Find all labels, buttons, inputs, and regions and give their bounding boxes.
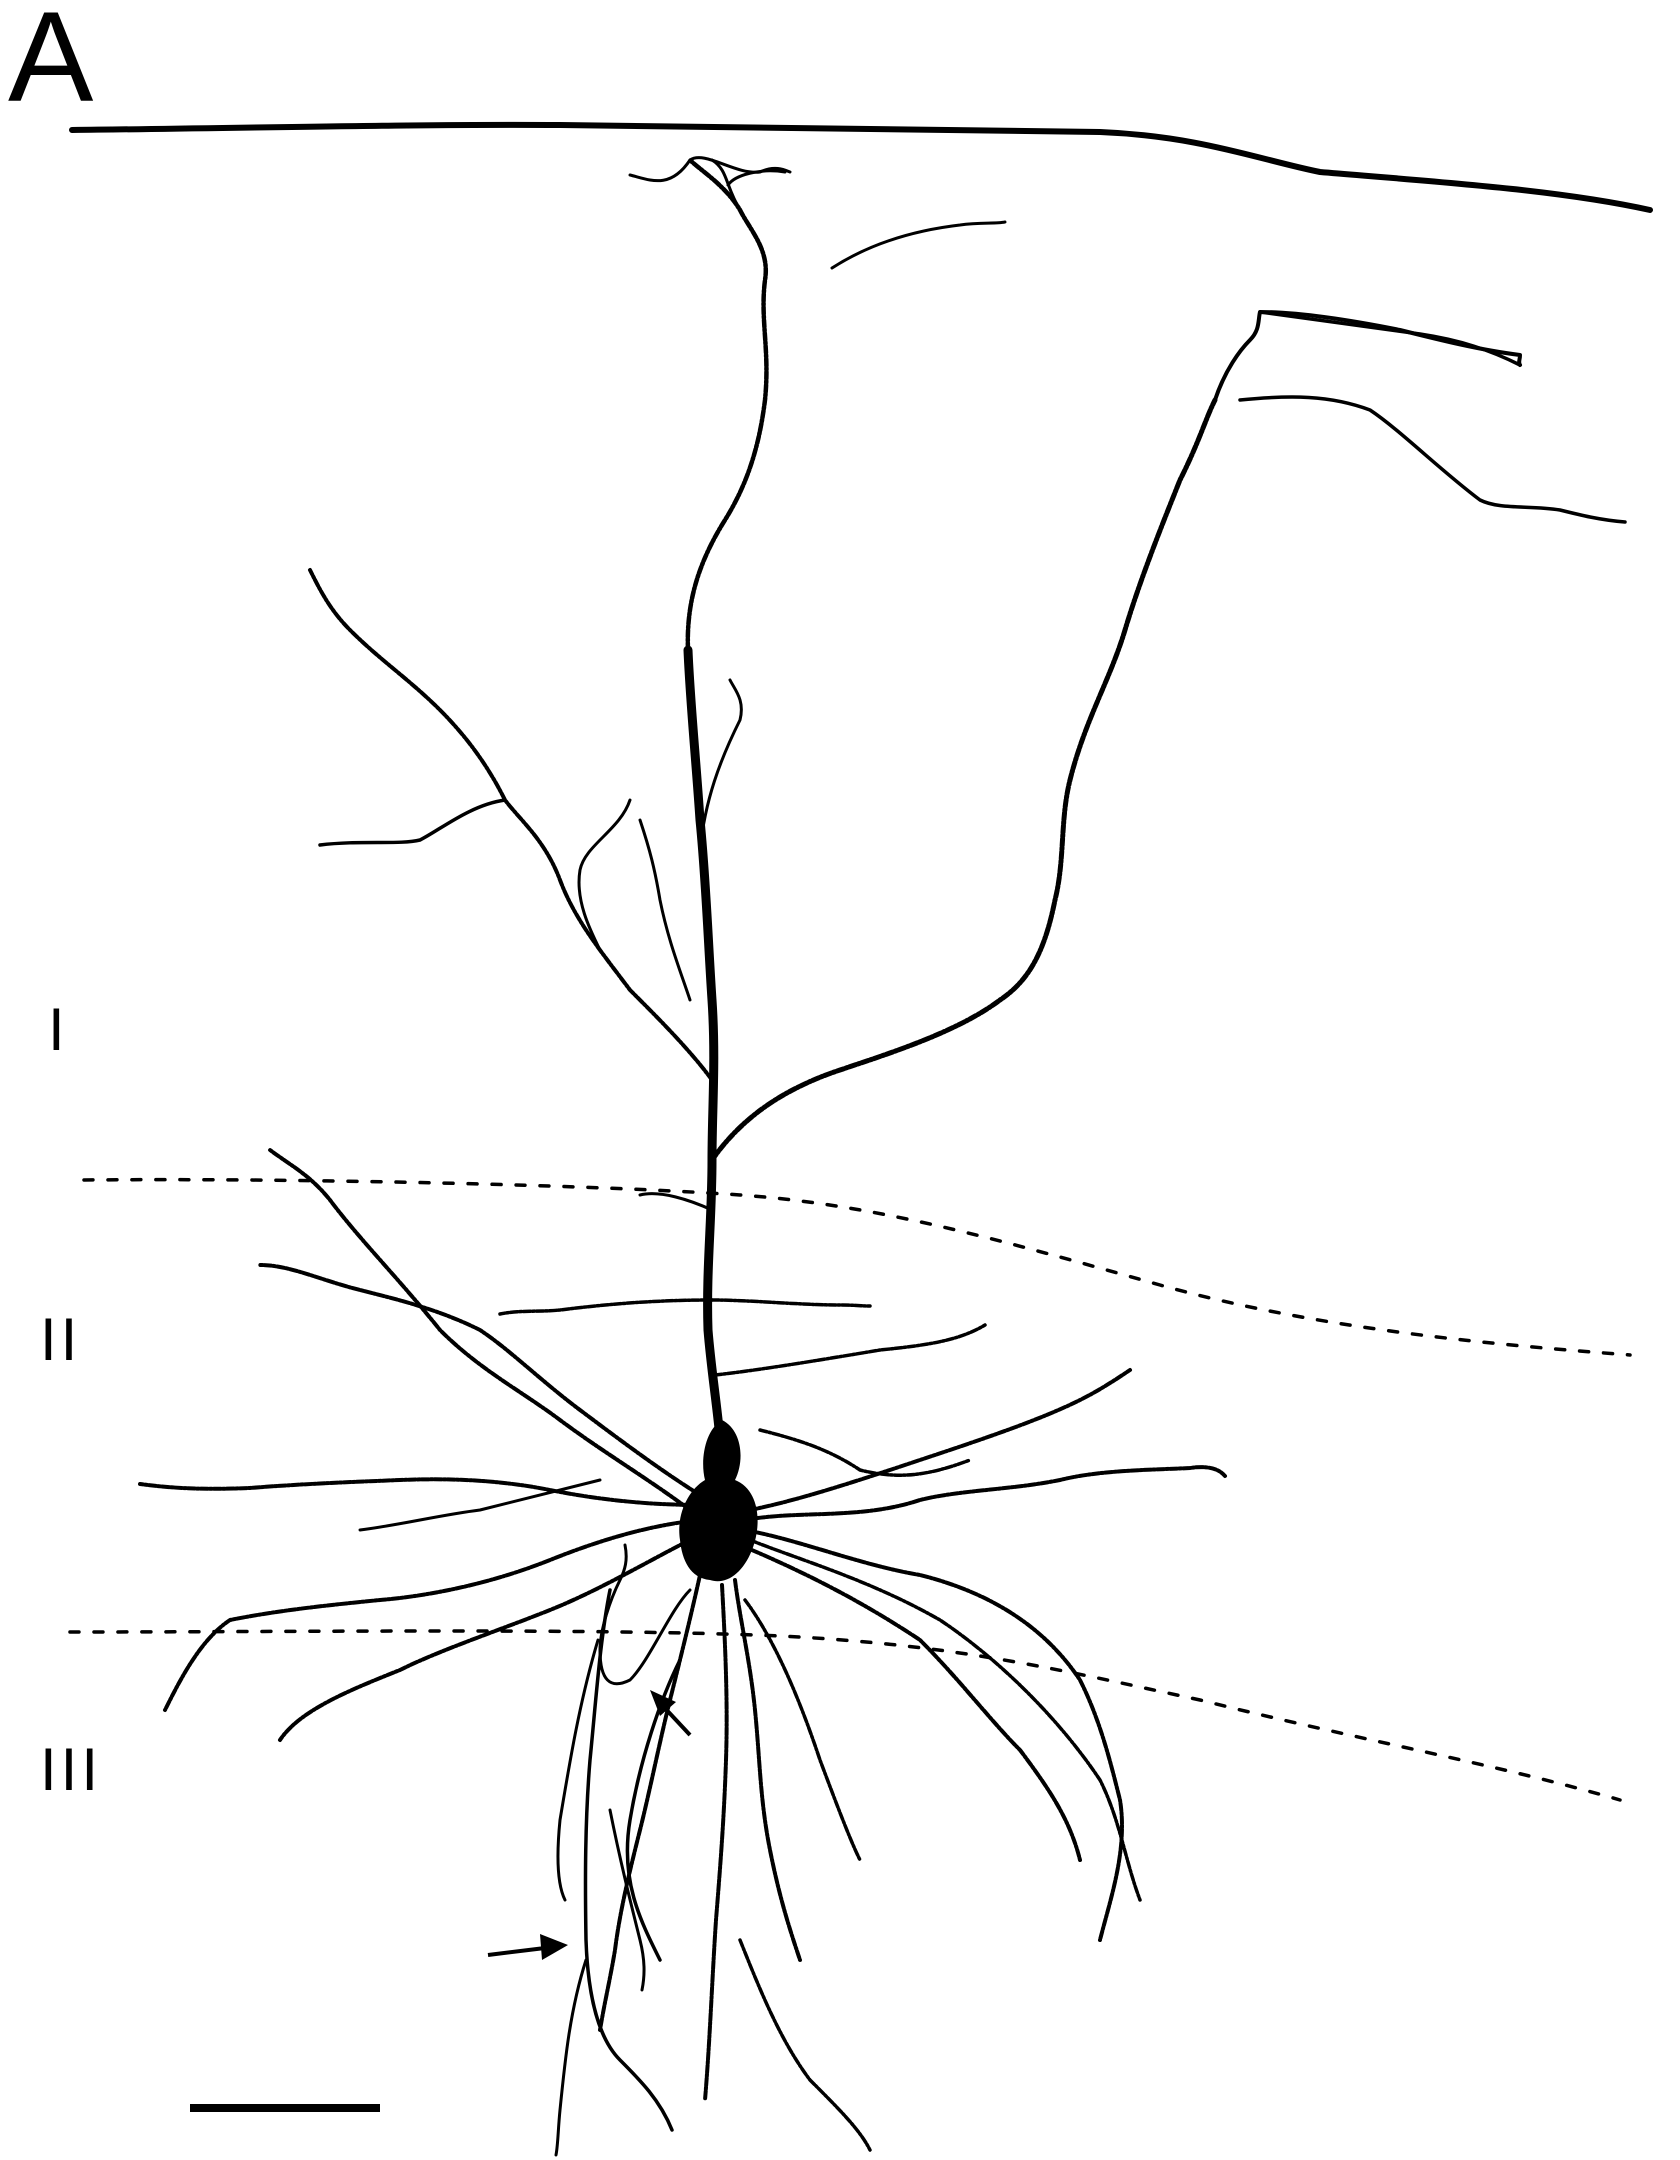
basal-dendrite (163, 1518, 702, 1712)
cell-body (679, 1420, 758, 1582)
basal-dendrite (268, 1148, 692, 1512)
axon-descending (583, 1588, 674, 2132)
arrow-head (650, 1690, 676, 1716)
oblique-dendrite (638, 1192, 714, 1212)
apical-oblique-left-branch (318, 798, 507, 847)
apical-oblique-branch (698, 678, 743, 852)
basal-dendrite (748, 1368, 1132, 1512)
layer-label-1: I (48, 996, 69, 1063)
apical-oblique-left-branch (638, 818, 692, 1002)
basal-dendrite-descending (598, 1573, 702, 2032)
basal-dendrite (138, 1477, 702, 1507)
oblique-dendrite (713, 1323, 987, 1377)
basal-dendrite (738, 1543, 1082, 1862)
basal-dendrite (758, 1428, 972, 1477)
basal-dendrite-descending (738, 1938, 872, 2152)
arrow-head (540, 1934, 568, 1960)
apical-oblique-right (709, 397, 1218, 1163)
apical-oblique-right-branch (1238, 395, 1627, 524)
apical-oblique-left (308, 568, 714, 1082)
panel-label: A (8, 0, 94, 129)
basal-dendrite (258, 1263, 702, 1497)
apical-oblique-left-branch (577, 798, 632, 952)
basal-dendrite (743, 1465, 1227, 1522)
layer-label-2: II (40, 1306, 82, 1373)
apical-dendrite-upper (685, 157, 769, 653)
basal-dendrite-descending (743, 1598, 862, 1862)
pial-surface-line (69, 121, 1653, 213)
axon-collateral (608, 1808, 646, 1992)
layer-label-3: III (40, 1736, 103, 1803)
layer-boundary-1-2 (82, 1177, 1632, 1357)
basal-dendrite (278, 1538, 692, 1742)
axon-collateral (554, 1958, 588, 2157)
basal-dendrite-descending (703, 1583, 729, 2102)
layer-boundary-2-3 (68, 1629, 1622, 1802)
basal-dendrite (748, 1538, 1142, 1902)
apical-oblique-right-upper (1213, 310, 1522, 402)
oblique-dendrite (498, 1298, 714, 1316)
arrow-axon (487, 1934, 568, 1960)
arrow-axon-initial (650, 1690, 692, 1737)
arrow-shaft (487, 1946, 546, 1957)
oblique-dendrite (710, 1298, 872, 1308)
basal-dendrite (358, 1478, 602, 1532)
basal-dendrite-descending (733, 1578, 802, 1962)
tuft-branch (688, 156, 792, 174)
apical-dendrite-trunk (683, 645, 727, 1475)
apical-oblique-right-branch (1258, 310, 1522, 367)
tuft-branch (628, 158, 692, 183)
axon-collateral (556, 1638, 600, 1902)
tuft-branch (830, 220, 1007, 270)
